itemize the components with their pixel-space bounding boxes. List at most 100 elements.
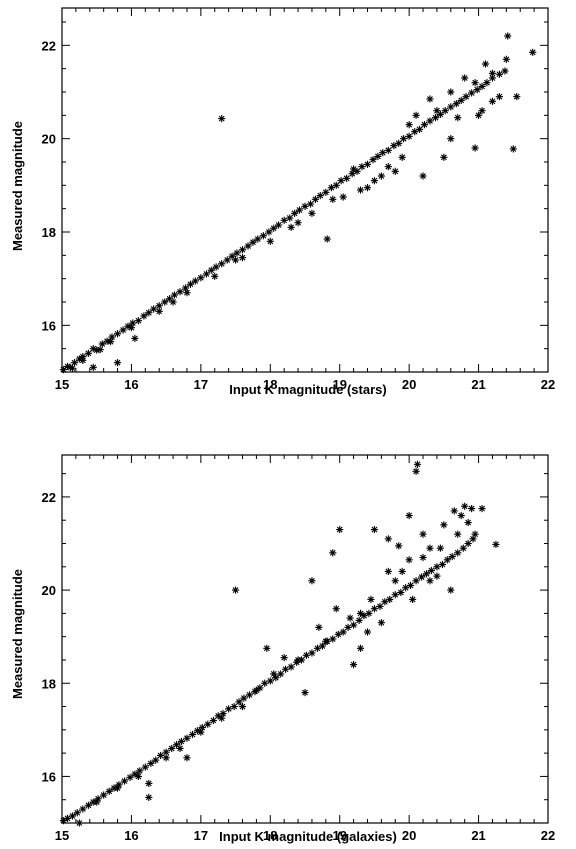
x-tick-label: 16 (124, 377, 138, 392)
data-point (418, 573, 426, 581)
data-point (420, 121, 429, 129)
data-point (245, 691, 254, 699)
data-point (471, 79, 479, 87)
data-point (409, 595, 417, 604)
data-point (218, 260, 226, 268)
data-point (313, 644, 322, 652)
data-point (483, 79, 491, 87)
data-point (322, 637, 330, 645)
data-point (339, 193, 347, 201)
data-point (350, 165, 358, 173)
data-point (176, 744, 184, 753)
data-point (412, 111, 420, 119)
data-point (381, 598, 389, 606)
data-point (96, 346, 104, 354)
data-point (355, 616, 363, 624)
data-point (275, 221, 283, 229)
data-point (155, 307, 163, 315)
data-point (509, 145, 517, 153)
data-point (238, 702, 247, 711)
data-point (263, 644, 271, 652)
data-point (406, 581, 415, 590)
data-point (457, 96, 465, 104)
data-point (230, 702, 238, 711)
data-point (336, 525, 344, 534)
data-point (413, 460, 422, 468)
data-point (168, 744, 176, 753)
data-point (447, 586, 455, 594)
data-point (281, 665, 290, 673)
data-point (136, 767, 144, 775)
data-point (461, 502, 469, 510)
data-point (207, 266, 215, 274)
data-point (504, 32, 512, 40)
data-point (346, 614, 354, 622)
data-point (443, 556, 451, 564)
data-point (436, 544, 444, 552)
data-point (134, 317, 142, 325)
data-point (191, 277, 199, 285)
plot-frame (61, 454, 549, 824)
data-point (529, 48, 537, 56)
data-point (295, 206, 304, 214)
data-point (440, 153, 448, 161)
data-point (79, 805, 87, 813)
data-point (152, 756, 160, 764)
x-axis-label: Input K magnitude (stars) (229, 382, 386, 397)
data-point (100, 791, 108, 799)
data-point (459, 544, 467, 552)
data-point (249, 238, 257, 246)
data-point (471, 144, 479, 152)
data-point (384, 146, 392, 154)
data-point (113, 330, 122, 338)
scatter-panel-galaxies: Input K magnitude (galaxies) Measured ma… (10, 454, 555, 844)
data-point (419, 172, 427, 180)
data-point (473, 86, 481, 94)
data-point (79, 356, 87, 364)
data-point (141, 763, 149, 771)
data-point (448, 552, 456, 561)
data-point (235, 698, 243, 706)
data-point (426, 95, 434, 103)
data-point (301, 688, 309, 697)
data-point (183, 734, 191, 742)
data-point (315, 623, 323, 631)
data-point (202, 270, 211, 278)
x-tick-label: 21 (471, 828, 485, 843)
data-point (294, 219, 302, 227)
data-point (468, 89, 476, 97)
y-tick-label: 22 (42, 490, 56, 505)
data-point (254, 235, 262, 243)
x-tick-label: 22 (541, 377, 555, 392)
x-axis-label: Input K magnitude (galaxies) (219, 829, 397, 844)
data-point (370, 525, 379, 534)
data-point (471, 530, 479, 538)
y-tick-label: 18 (42, 225, 56, 240)
data-point (302, 651, 310, 659)
data-point (332, 181, 340, 189)
data-point (399, 135, 408, 143)
data-point (107, 338, 115, 346)
data-point (464, 539, 472, 548)
data-point (68, 812, 77, 820)
x-tick-label: 19 (332, 377, 346, 392)
data-point (126, 773, 134, 781)
data-point (176, 288, 184, 296)
data-point (384, 535, 392, 543)
data-point (244, 242, 252, 250)
data-point (238, 246, 247, 254)
data-point (356, 644, 365, 652)
data-point (188, 730, 197, 739)
data-point (441, 107, 449, 115)
data-point (356, 609, 365, 617)
data-point (377, 172, 385, 180)
data-point (311, 195, 320, 203)
data-point (478, 504, 486, 513)
y-tick-label: 18 (42, 676, 56, 691)
x-tick-label: 22 (541, 828, 555, 843)
data-point (131, 334, 139, 342)
data-point (59, 366, 67, 374)
x-tick-label: 17 (194, 828, 208, 843)
data-point (280, 216, 288, 224)
